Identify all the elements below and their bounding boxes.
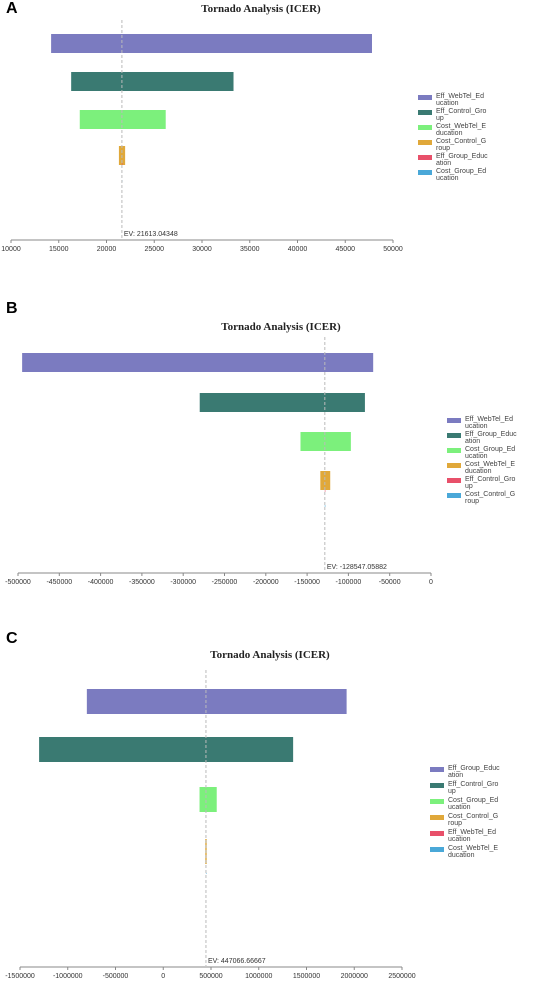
tornado-bar	[324, 505, 326, 507]
legend-label: Eff_Group_Educ ation	[448, 765, 500, 779]
legend-swatch	[430, 783, 444, 788]
legend-label: Eff_Control_Gro up	[448, 781, 499, 795]
legend-label: Eff_WebTel_Ed ucation	[465, 416, 513, 430]
legend-label: Cost_Group_Ed ucation	[436, 168, 486, 182]
x-tick-label: -200000	[253, 579, 279, 586]
legend-label: Cost_WebTel_E ducation	[448, 845, 498, 859]
tornado-chart-a: Tornado Analysis (ICER) 10000 15000 20000 25…	[1, 3, 488, 253]
tornado-bar	[79, 110, 166, 129]
legend-swatch	[447, 448, 461, 453]
panel-letter: C	[6, 630, 18, 647]
x-tick-label: -450000	[46, 579, 72, 586]
tornado-chart-c: Tornado Analysis (ICER) -1500000 -1000000 -…	[5, 649, 500, 980]
panel-a: A Tornado Analysis (ICER) 10000 15000 20000…	[0, 0, 536, 320]
legend-label: Eff_WebTel_Ed ucation	[436, 93, 484, 107]
legend-label: Cost_Control_G roup	[436, 138, 486, 152]
panel-b: B Tornado Analysis (ICER) -500000 -450000-…	[0, 300, 536, 620]
legend-swatch	[418, 155, 432, 160]
x-tick-label: -1000000	[53, 973, 83, 980]
tornado-bar	[22, 353, 374, 372]
legend-swatch	[447, 478, 461, 483]
x-tick-label: -1500000	[5, 973, 35, 980]
x-tick-label: -350000	[129, 579, 155, 586]
x-tick-label: 2500000	[388, 973, 415, 980]
legend-label: Cost_Control_G roup	[465, 491, 515, 505]
tornado-bar	[320, 471, 331, 490]
legend-swatch	[447, 493, 461, 498]
x-tick-label: 1500000	[293, 973, 320, 980]
tornado-bar	[71, 72, 234, 91]
legend-swatch	[430, 767, 444, 772]
x-tick-label: 40000	[288, 246, 308, 253]
legend-label: Eff_Control_Gro up	[465, 476, 516, 490]
chart-title: Tornado Analysis (ICER)	[221, 321, 341, 333]
chart-title: Tornado Analysis (ICER)	[201, 3, 321, 15]
ev-label: EV: -128547.05882	[327, 564, 387, 571]
x-tick-label: 20000	[97, 246, 117, 253]
legend-label: Cost_WebTel_E ducation	[436, 123, 486, 137]
legend-swatch	[418, 95, 432, 100]
tornado-bar	[86, 689, 347, 714]
legend-swatch	[430, 831, 444, 836]
x-tick-label: -500000	[5, 579, 31, 586]
x-tick-label: 35000	[240, 246, 260, 253]
x-tick-label: 15000	[49, 246, 69, 253]
legend-swatch	[418, 170, 432, 175]
legend-swatch	[447, 433, 461, 438]
legend-label: Eff_WebTel_Ed ucation	[448, 829, 496, 843]
legend-label: Eff_Group_Educ ation	[436, 153, 488, 167]
panel-letter: A	[6, 0, 18, 17]
x-tick-label: 0	[161, 973, 165, 980]
tornado-bar	[199, 393, 365, 412]
legend-swatch	[447, 463, 461, 468]
chart-title: Tornado Analysis (ICER)	[210, 649, 330, 661]
legend-label: Eff_Group_Educ ation	[465, 431, 517, 445]
legend-label: Cost_Control_G roup	[448, 813, 498, 827]
legend-swatch	[418, 140, 432, 145]
legend-swatch	[447, 418, 461, 423]
ev-label: EV: 447066.66667	[208, 958, 266, 965]
x-tick-label: 2000000	[341, 973, 368, 980]
panel-letter: B	[6, 300, 18, 317]
x-tick-label: 45000	[336, 246, 356, 253]
tornado-chart-b: Tornado Analysis (ICER)-500000 -450000 -40…	[5, 321, 517, 586]
x-tick-label: -500000	[103, 973, 129, 980]
x-tick-label: -300000	[170, 579, 196, 586]
x-tick-label: 50000	[383, 246, 403, 253]
x-tick-label: 30000	[192, 246, 212, 253]
legend-swatch	[430, 847, 444, 852]
legend-label: Eff_Control_Gro up	[436, 108, 487, 122]
tornado-bar	[324, 490, 326, 492]
legend-swatch	[418, 125, 432, 130]
x-tick-label: 0	[429, 579, 433, 586]
legend-swatch	[418, 110, 432, 115]
x-tick-label: -150000	[294, 579, 320, 586]
ev-label: EV: 21613.04348	[124, 231, 178, 238]
x-tick-label: -50000	[379, 579, 401, 586]
tornado-bar	[51, 34, 372, 53]
legend-label: Cost_Group_Ed ucation	[465, 446, 515, 460]
tornado-bar	[300, 432, 351, 451]
legend-swatch	[430, 799, 444, 804]
x-tick-label: 25000	[145, 246, 165, 253]
x-tick-label: -250000	[212, 579, 238, 586]
x-tick-label: -400000	[88, 579, 114, 586]
x-tick-label: 500000	[199, 973, 222, 980]
legend-label: Cost_WebTel_E ducation	[465, 461, 515, 475]
panel-c: C Tornado Analysis (ICER) -1500000 -100000…	[0, 630, 536, 983]
tornado-bar	[199, 787, 217, 812]
x-tick-label: 10000	[1, 246, 21, 253]
legend-swatch	[430, 815, 444, 820]
x-tick-label: -100000	[336, 579, 362, 586]
legend-label: Cost_Group_Ed ucation	[448, 797, 498, 811]
x-tick-label: 1000000	[245, 973, 272, 980]
tornado-bar	[39, 737, 294, 762]
tornado-bar	[121, 163, 123, 165]
